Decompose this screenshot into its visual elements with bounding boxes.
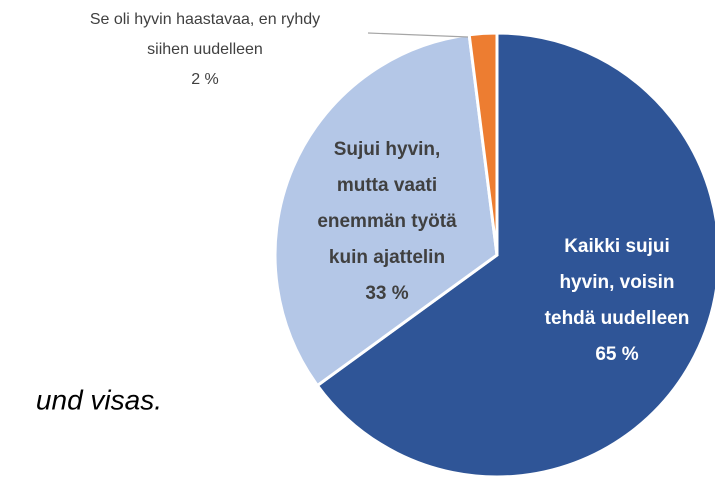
value-label: 33 % xyxy=(365,283,408,304)
leader-line xyxy=(367,32,469,38)
slice-label: Kaikki sujui hyvin, voisin tehdä uudelleen xyxy=(545,236,690,329)
pie-slice xyxy=(273,33,499,388)
slice-label: Se oli hyvin haastavaa, en ryhdy siihen u… xyxy=(90,11,320,58)
value-label: 2 % xyxy=(191,71,219,88)
pie-slice xyxy=(315,31,715,479)
pie-slice xyxy=(467,31,499,256)
slice-label: Sujui hyvin, mutta vaati enemmän työtä kuin… xyxy=(317,139,457,268)
page-text: und visas. xyxy=(36,384,162,415)
value-label: 65 % xyxy=(595,344,638,365)
